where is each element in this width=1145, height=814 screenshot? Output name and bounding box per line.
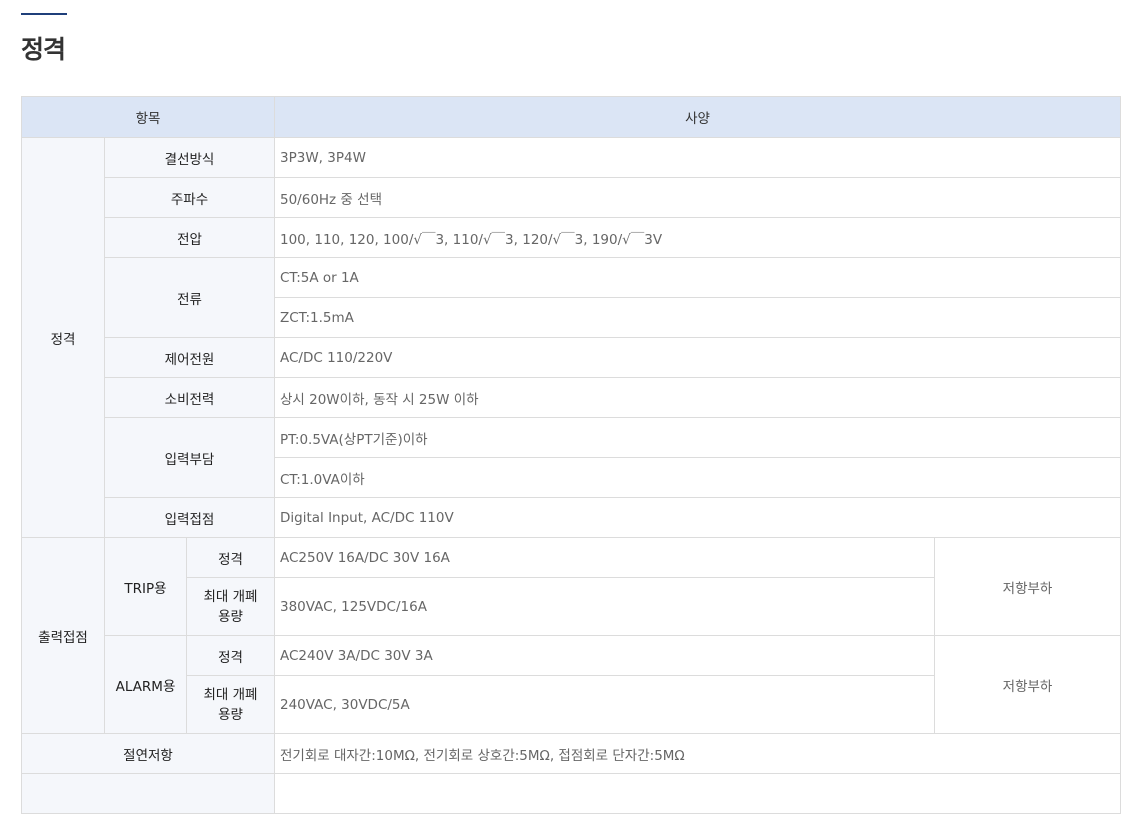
output-contact-label: 출력접점 [21,537,105,734]
table-header-row: 항목 사양 [21,96,1121,138]
table-row: 절연저항 전기회로 대자간:10MΩ, 전기회로 상호간:5MΩ, 접점회로 단… [21,733,1121,774]
table-row: ZCT:1.5mA [22,297,1121,338]
wiring-label: 결선방식 [104,137,275,178]
power-consumption-label: 소비전력 [104,377,275,418]
wiring-value: 3P3W, 3P4W [274,137,1121,178]
alarm-load-type: 저항부하 [934,635,1121,734]
trip-label: TRIP용 [104,537,187,636]
trip-rating-value: AC250V 16A/DC 30V 16A [274,537,935,578]
voltage-value: 100, 110, 120, 100/√￣3, 110/√￣3, 120/√￣3… [274,217,1121,258]
table-row: 입력접점 Digital Input, AC/DC 110V [22,497,1121,538]
header-item: 항목 [21,96,275,138]
voltage-label: 전압 [104,217,275,258]
next-row-value [274,773,1121,814]
frequency-label: 주파수 [104,177,275,218]
input-burden-label: 입력부담 [104,417,275,498]
table-row: 출력접점 TRIP용 정격 AC250V 16A/DC 30V 16A 저항부하 [21,537,1121,734]
page-title: 정격 [21,35,66,64]
input-contact-label: 입력접점 [104,497,275,538]
trip-rating-label: 정격 [186,537,275,578]
control-power-label: 제어전원 [104,337,275,378]
input-burden-ct: CT:1.0VA이하 [274,457,1121,498]
alarm-max-value: 240VAC, 30VDC/5A [274,675,935,734]
title-accent-bar [21,13,67,15]
alarm-rating-label: 정격 [186,635,275,676]
trip-max-value: 380VAC, 125VDC/16A [274,577,935,636]
input-burden-pt: PT:0.5VA(상PT기준)이하 [274,417,1121,458]
header-spec: 사양 [274,96,1121,138]
rating-group-label: 정격 [21,137,105,538]
table-row: 주파수 50/60Hz 중 선택 [22,177,1121,218]
table-row: 전압 100, 110, 120, 100/√￣3, 110/√￣3, 120/… [22,217,1121,258]
alarm-max-label-line1: 최대 개폐 [203,686,258,703]
table-row: ALARM용 정격 AC240V 3A/DC 30V 3A 저항부하 [22,635,1121,734]
table-row: 소비전력 상시 20W이하, 동작 시 25W 이하 [22,377,1121,418]
table-row: 정격 결선방식 3P3W, 3P4W [21,137,1121,538]
table-row: CT:1.0VA이하 [22,457,1121,498]
table-row: 전류 CT:5A or 1A [22,257,1121,338]
frequency-value: 50/60Hz 중 선택 [274,177,1121,218]
alarm-rating-value: AC240V 3A/DC 30V 3A [274,635,935,676]
table-row [21,773,1121,814]
spec-table: 항목 사양 정격 결선방식 3P3W, 3P4W 주파수 50/60Hz 중 선… [21,96,1121,814]
insulation-label: 절연저항 [21,733,275,774]
trip-load-type: 저항부하 [934,537,1121,636]
trip-max-label-line2: 용량 [218,608,243,625]
alarm-max-label-line2: 용량 [218,706,243,723]
control-power-value: AC/DC 110/220V [274,337,1121,378]
next-row-label [21,773,275,814]
current-value-ct: CT:5A or 1A [274,257,1121,298]
alarm-label: ALARM용 [104,635,187,734]
table-row: 입력부담 PT:0.5VA(상PT기준)이하 [22,417,1121,498]
current-label: 전류 [104,257,275,338]
table-row: 제어전원 AC/DC 110/220V [22,337,1121,378]
insulation-value: 전기회로 대자간:10MΩ, 전기회로 상호간:5MΩ, 접점회로 단자간:5M… [274,733,1121,774]
current-value-zct: ZCT:1.5mA [274,297,1121,338]
trip-max-label-line1: 최대 개폐 [203,588,258,605]
input-contact-value: Digital Input, AC/DC 110V [274,497,1121,538]
power-consumption-value: 상시 20W이하, 동작 시 25W 이하 [274,377,1121,418]
